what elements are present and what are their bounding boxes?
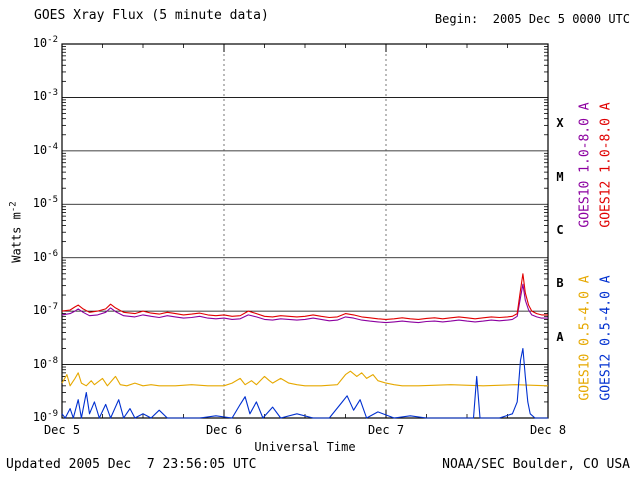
x-tick-label: Dec 5 [43, 423, 81, 437]
y-tick-label: 10-4 [32, 141, 58, 157]
updated-timestamp: Updated 2005 Dec 7 23:56:05 UTC [6, 457, 257, 472]
begin-timestamp: Begin: 2005 Dec 5 0000 UTC [434, 12, 630, 26]
y-tick-label: 10-5 [32, 195, 58, 211]
flare-class-label: X [556, 116, 564, 131]
series-goes10-0-5-4-0-a [61, 370, 549, 387]
series-goes12-1-0-8-0-a [61, 273, 548, 320]
flare-class-label: M [556, 169, 564, 184]
y-tick-label: 10-8 [32, 355, 58, 371]
legend-label-goes12-0-5-4-0-a: GOES12 0.5-4.0 A [598, 275, 614, 401]
y-tick-label: 10-2 [32, 35, 58, 50]
legend-label-goes10-0-5-4-0-a: GOES10 0.5-4.0 A [577, 275, 593, 401]
flare-class-label: A [556, 329, 564, 344]
credit-text: NOAA/SEC Boulder, CO USA [442, 457, 630, 472]
y-tick-label: 10-6 [32, 248, 58, 264]
y-tick-label: 10-3 [32, 88, 58, 104]
chart-title: GOES Xray Flux (5 minute data) [34, 8, 269, 23]
x-tick-label: Dec 8 [529, 423, 567, 437]
x-tick-label: Dec 6 [205, 423, 243, 437]
legend-label-goes12-1-0-8-0-a: GOES12 1.0-8.0 A [598, 102, 614, 228]
plot-border [61, 43, 549, 419]
legend-label-goes10-1-0-8-0-a: GOES10 1.0-8.0 A [577, 102, 593, 228]
y-tick-label: 10-7 [32, 302, 58, 318]
y-tick-label: 10-9 [32, 409, 58, 424]
y-axis-label: Watts m-2 [8, 201, 24, 263]
flare-class-label: C [556, 223, 564, 237]
x-axis-label: Universal Time [254, 440, 356, 454]
flare-class-label: B [556, 276, 564, 291]
series-goes12-0-5-4-0-a [61, 347, 548, 419]
series-goes10-1-0-8-0-a [61, 283, 548, 324]
x-tick-label: Dec 7 [367, 423, 405, 437]
